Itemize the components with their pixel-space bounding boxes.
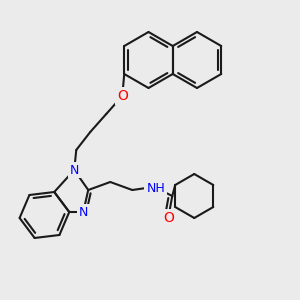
- Text: N: N: [79, 206, 88, 218]
- Text: N: N: [70, 164, 79, 176]
- Text: O: O: [163, 211, 174, 225]
- Text: NH: NH: [146, 182, 165, 194]
- Text: N: N: [70, 164, 79, 176]
- Text: O: O: [117, 89, 128, 103]
